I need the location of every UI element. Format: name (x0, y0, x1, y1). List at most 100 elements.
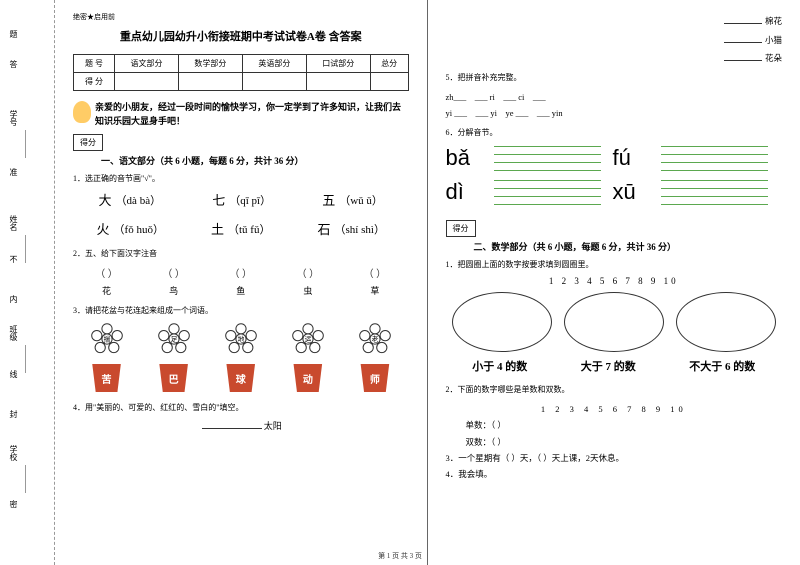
mq2-nums: 1 2 3 4 5 6 7 8 9 10 (446, 401, 783, 417)
q2-char: 草 (370, 284, 379, 297)
margin-line (25, 345, 26, 373)
char-item: 七（qī pī） (212, 190, 271, 209)
q3-title: 3．请把花盆与花连起来组成一个词语。 (73, 305, 409, 316)
note-text: 亲爱的小朋友，经过一段时间的愉快学习，你一定学到了许多知识，让我们去知识乐园大显… (95, 101, 409, 128)
td (178, 73, 242, 91)
margin-line (25, 465, 26, 493)
note-row: 亲爱的小朋友，经过一段时间的愉快学习，你一定学到了许多知识，让我们去知识乐园大显… (73, 101, 409, 128)
mq2-even: 双数：（ ） (446, 434, 783, 450)
q5-row2: yi ___ ___ yi ye ___ ___ yin (446, 105, 783, 121)
pot-icon: 动 (291, 364, 325, 392)
margin-label: 学号 (8, 110, 19, 126)
td (114, 73, 178, 91)
q2-char: 鸟 (169, 284, 178, 297)
flower-icon: 足 (157, 322, 191, 356)
four-line-grid (494, 144, 601, 172)
flower-icon: 揣 (90, 322, 124, 356)
q2-char: 虫 (303, 284, 312, 297)
margin-line (25, 130, 26, 158)
th: 总分 (370, 55, 408, 73)
table-row: 得 分 (74, 73, 409, 91)
flower-icon: 运 (291, 322, 325, 356)
number-list: 1 2 3 4 5 6 7 8 9 10 (446, 276, 783, 286)
q2-parens: （ ） （ ） （ ） （ ） （ ） (73, 265, 409, 280)
th: 数学部分 (178, 55, 242, 73)
svg-text:地: 地 (237, 335, 244, 344)
secret-label: 绝密★启用前 (73, 12, 409, 22)
left-column: 绝密★启用前 重点幼儿园幼升小衔接班期中考试试卷A卷 含答案 题 号 语文部分 … (55, 0, 428, 565)
char-item: 大（dà bà） (99, 190, 162, 209)
flowers-row: 揣 足 地 运 老 (73, 322, 409, 356)
q5-row1: zh___ ___ ri ___ ci ___ (446, 89, 783, 105)
margin-label: 线 (8, 370, 19, 378)
circles-row (446, 292, 783, 352)
td (306, 73, 370, 91)
mq3: 3．一个星期有（ ）天，（ ）天上课，2天休息。 (446, 450, 783, 466)
flower-icon: 地 (224, 322, 258, 356)
q1-title: 1．选正确的音节画"√"。 (73, 173, 409, 184)
q5-title: 5．把拼音补充完整。 (446, 72, 783, 83)
circle-label: 不大于 6 的数 (689, 358, 755, 374)
score-field-box: 得分 (73, 134, 103, 151)
q1-row-2: 火（fǒ huǒ） 土（tǔ fǔ） 石（shí shì） (73, 219, 409, 238)
circle-target (676, 292, 776, 352)
paren: （ ） (162, 265, 185, 280)
circle-target (452, 292, 552, 352)
paren: （ ） (364, 265, 387, 280)
q2-labels: 花 鸟 鱼 虫 草 (73, 284, 409, 297)
fill-blank (724, 53, 762, 61)
paren: （ ） (95, 265, 118, 280)
table-row: 题 号 语文部分 数学部分 英语部分 口试部分 总分 (74, 55, 409, 73)
margin-label: 姓名 (8, 215, 19, 231)
pot-icon: 苦 (90, 364, 124, 392)
pinyin-syllable: bǎ (446, 145, 488, 171)
q2-title: 2．五、给下面汉字注音 (73, 248, 409, 259)
section-2-title: 二、数学部分（共 6 小题，每题 6 分，共计 36 分） (474, 240, 783, 253)
q4-title: 4．用"美丽的、可爱的、红红的、雪白的"填空。 (73, 402, 409, 413)
td (242, 73, 306, 91)
fill-blank (724, 16, 762, 24)
td (370, 73, 408, 91)
char-item: 五（wǔ ǔ） (322, 190, 383, 209)
pot-icon: 巴 (157, 364, 191, 392)
pinyin-syllable: dì (446, 179, 488, 205)
pinyin-cell: dì (446, 178, 601, 206)
margin-label: 内 (8, 295, 19, 303)
th: 口试部分 (306, 55, 370, 73)
mq2-odd: 单数：（ ） (446, 417, 783, 433)
paren: （ ） (297, 265, 320, 280)
page-content: 绝密★启用前 重点幼儿园幼升小衔接班期中考试试卷A卷 含答案 题 号 语文部分 … (55, 0, 800, 565)
pinyin-syllable: fú (613, 145, 655, 171)
margin-label: 准 (8, 168, 19, 176)
mq4: 4．我会填。 (446, 466, 783, 482)
svg-text:足: 足 (170, 336, 177, 344)
char-item: 土（tǔ fǔ） (211, 219, 271, 238)
margin-label: 答 (8, 60, 19, 68)
char-item: 石（shí shì） (318, 219, 385, 238)
pot-icon: 师 (358, 364, 392, 392)
pinyin-cell: xū (613, 178, 768, 206)
th: 语文部分 (114, 55, 178, 73)
mq1-title: 1．把圆圈上面的数字按要求填到圆圈里。 (446, 259, 783, 270)
page-footer: 第 1 页 共 3 页 (0, 551, 800, 561)
section-1-title: 一、语文部分（共 6 小题，每题 6 分，共计 36 分） (101, 154, 409, 167)
q6-title: 6．分解音节。 (446, 127, 783, 138)
margin-label: 不 (8, 255, 19, 263)
exam-title: 重点幼儿园幼升小衔接班期中考试试卷A卷 含答案 (73, 28, 409, 44)
margin-label: 题 (8, 30, 19, 38)
fill-blank (202, 419, 262, 429)
q2-char: 花 (102, 284, 111, 297)
circle-labels: 小于 4 的数 大于 7 的数 不大于 6 的数 (446, 358, 783, 374)
pot-icon: 球 (224, 364, 258, 392)
four-line-grid (494, 178, 601, 206)
q4-line: 太阳 (73, 419, 409, 432)
pots-row: 苦 巴 球 动 师 (73, 364, 409, 392)
circle-label: 大于 7 的数 (581, 358, 636, 374)
td: 得 分 (74, 73, 115, 91)
margin-label: 封 (8, 410, 19, 418)
right-column: 棉花 小猫 花朵 5．把拼音补充完整。 zh___ ___ ri ___ ci … (428, 0, 800, 565)
margin-label: 密 (8, 500, 19, 508)
pinyin-cell: fú (613, 144, 768, 172)
four-line-grid (661, 144, 768, 172)
margin-label: 班级 (8, 325, 19, 341)
